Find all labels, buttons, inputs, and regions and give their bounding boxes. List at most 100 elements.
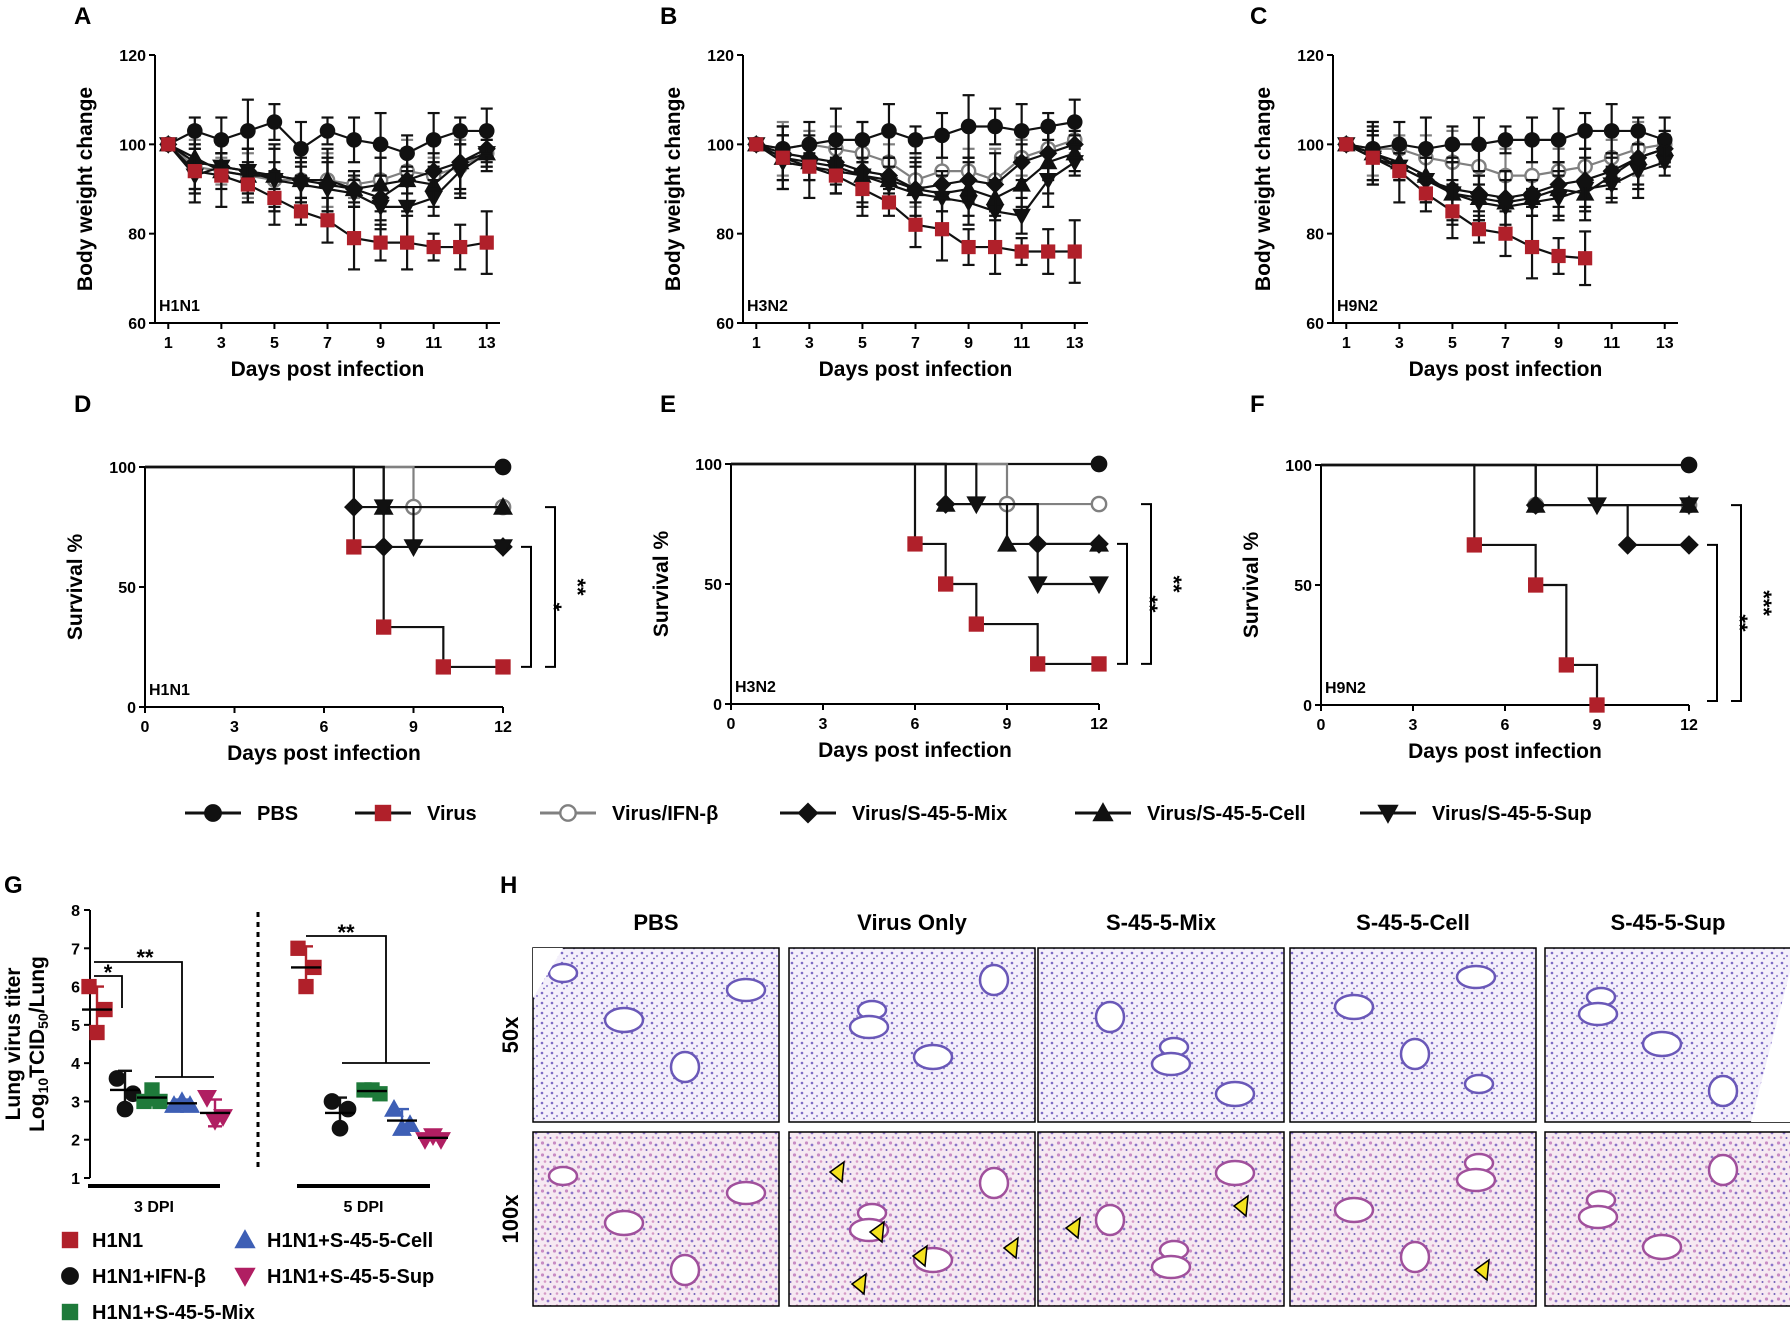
y-tick-label: 7: [71, 941, 80, 958]
x-tick-label: 0: [141, 719, 150, 736]
legend-item: Virus/S-45-5-Mix: [780, 802, 1007, 825]
y-tick-label: 100: [695, 457, 722, 474]
panel-label-g: G: [4, 872, 23, 899]
airway-lumen: [725, 1180, 767, 1206]
titer-point: [298, 978, 314, 995]
x-tick-label: 6: [320, 719, 329, 736]
data-point: [959, 170, 978, 190]
x-tick-label: 3: [805, 335, 814, 352]
y-tick-label: 6: [71, 980, 80, 997]
strain-label: H1N1: [159, 298, 200, 315]
significance-bracket: [545, 506, 556, 668]
y-axis-title: Body weight change: [74, 87, 97, 291]
significance-bracket: [306, 935, 387, 1063]
y-tick-label: 80: [128, 227, 146, 244]
data-point: [1578, 251, 1593, 266]
data-point: [1603, 123, 1620, 139]
empty-background: [533, 948, 563, 998]
significance-stars: *: [541, 603, 566, 612]
survival-chart-h9n2: 0 50 100 0 3 6 9 12 Days post infection Survival …: [1240, 456, 1776, 763]
airway-lumen: [669, 1253, 701, 1287]
significance-bracket: [1117, 542, 1128, 665]
y-tick-label: 120: [1297, 48, 1324, 65]
histology-grid: PBS Virus Only S-45-5-Mix S-45-5-Cell S-45-5…: [498, 910, 1790, 1307]
data-point: [881, 195, 897, 210]
data-point: [1392, 164, 1407, 179]
airway-lumen: [1641, 1233, 1683, 1261]
histology-image: [1544, 947, 1790, 1123]
titer-legend-item: H1N1+S-45-5-Mix: [61, 1302, 255, 1324]
titer-point: [290, 940, 306, 956]
legend-item: Virus/S-45-5-Sup: [1360, 803, 1592, 825]
histology-image: [1037, 947, 1285, 1123]
legend-item: Virus: [355, 803, 477, 825]
significance-stars: **: [136, 945, 154, 970]
tissue-section: [1544, 1131, 1790, 1307]
airway-lumen: [978, 963, 1010, 997]
survival-chart-h1n1: 0 50 100 0 3 6 9 12 Days post infection Survival …: [64, 458, 590, 765]
y-tick-label: 100: [1297, 137, 1324, 154]
data-point: [988, 239, 1003, 255]
data-point: [479, 235, 494, 250]
x-tick-label: 11: [425, 335, 442, 352]
survival-point: [493, 539, 513, 558]
data-point: [240, 177, 255, 192]
y-tick-label: 120: [707, 48, 734, 65]
y-tick-label: 50: [1294, 578, 1312, 595]
survival-point: [1466, 537, 1482, 553]
data-point: [373, 235, 388, 250]
y-tick-label: 5: [71, 1018, 80, 1035]
titer-point: [384, 1098, 404, 1117]
data-point: [1469, 184, 1489, 203]
data-point: [187, 123, 203, 139]
data-point: [879, 166, 899, 185]
data-point: [344, 179, 364, 199]
data-point: [1067, 244, 1082, 259]
significance-bracket: [1141, 503, 1152, 665]
data-point: [1041, 244, 1056, 259]
x-tick-label: 3: [1395, 335, 1404, 352]
histology-image: [532, 1131, 780, 1307]
data-point: [907, 132, 924, 148]
x-axis-title: Days post infection: [231, 358, 425, 381]
x-tick-label: 11: [1013, 335, 1030, 352]
arrowhead-icon: [911, 1244, 928, 1268]
airway-lumen: [1577, 1204, 1619, 1230]
survival-point: [966, 496, 987, 515]
x-tick-label: 9: [1593, 717, 1602, 734]
titer-point: [81, 978, 97, 995]
x-tick-label: 5: [1448, 335, 1457, 352]
survival-point: [1617, 535, 1638, 555]
histology-image: [1037, 1131, 1285, 1307]
data-point: [1040, 118, 1056, 135]
data-point: [828, 132, 844, 148]
y-axis-title: Survival %: [64, 534, 87, 641]
y-tick-label: 0: [127, 700, 136, 717]
x-tick-label: 0: [1317, 717, 1326, 734]
data-point: [267, 190, 282, 206]
group-label: 5 DPI: [343, 1199, 383, 1216]
y-tick-label: 100: [1285, 458, 1312, 475]
histology-column-header: S-45-5-Cell: [1356, 910, 1470, 935]
panel-label-f: F: [1250, 391, 1265, 418]
strain-label: H9N2: [1337, 298, 1378, 315]
survival-point: [493, 496, 513, 515]
legend-marker: [797, 802, 819, 824]
y-axis-title: Survival %: [650, 531, 673, 638]
data-point: [478, 123, 495, 139]
airway-lumen: [669, 1050, 701, 1084]
data-point: [855, 181, 870, 197]
significance-stars: **: [565, 578, 590, 596]
histology-image: [1289, 947, 1537, 1123]
airway-lumen: [1707, 1074, 1739, 1108]
empty-background: [1751, 971, 1790, 1122]
x-tick-label: 9: [409, 719, 418, 736]
airway-lumen: [1455, 1167, 1497, 1193]
survival-point: [1090, 455, 1108, 473]
legend-marker: [1377, 804, 1399, 824]
data-point: [908, 217, 923, 232]
data-point: [346, 132, 362, 148]
y-tick-label: 50: [704, 577, 722, 594]
